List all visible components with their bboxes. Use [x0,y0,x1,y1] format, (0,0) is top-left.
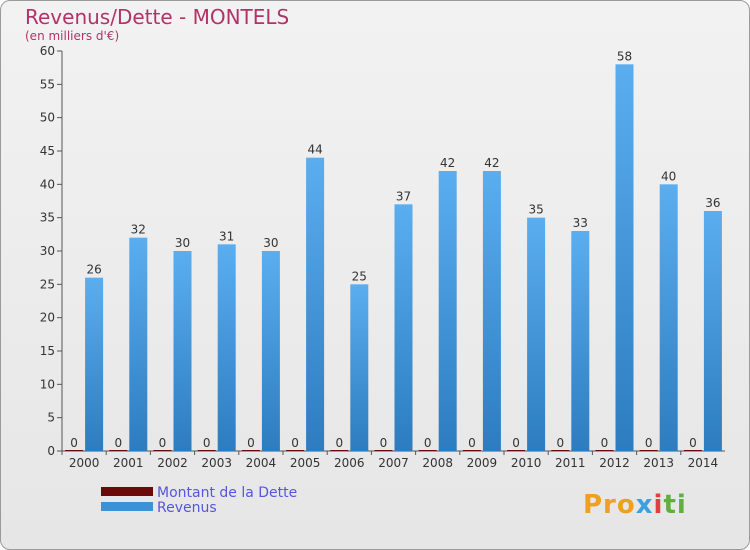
data-label-revenus: 58 [617,49,632,63]
bar-revenus [482,171,501,451]
x-tick-label: 2008 [422,456,453,470]
x-tick-label: 2009 [467,456,498,470]
x-tick-label: 2000 [69,456,100,470]
x-tick-label: 2001 [113,456,144,470]
y-tick-label: 30 [40,244,55,258]
data-label-revenus: 30 [263,236,278,250]
y-tick-label: 55 [40,77,55,91]
bar-revenus [615,64,634,452]
legend-label-debt: Montant de la Dette [157,485,298,501]
y-tick-label: 0 [47,444,55,458]
bar-debt [462,450,481,451]
bar-revenus [527,217,546,451]
y-tick-label: 20 [40,311,55,325]
data-label-debt: 0 [601,436,609,450]
y-tick-label: 45 [40,144,55,158]
chart-subtitle: (en milliers d'€) [25,29,120,43]
data-label-revenus: 35 [528,203,543,217]
data-label-revenus: 44 [307,143,322,157]
bar-revenus [350,284,369,451]
bar-revenus [394,204,413,451]
bar-debt [683,450,702,451]
data-label-debt: 0 [291,436,299,450]
legend-label-revenus: Revenus [157,500,217,516]
bar-debt [551,450,570,451]
data-label-revenus: 42 [484,156,499,170]
x-tick-label: 2006 [334,456,365,470]
bar-revenus [306,157,325,451]
data-label-revenus: 26 [86,263,101,277]
data-label-debt: 0 [645,436,653,450]
data-label-debt: 0 [114,436,122,450]
data-label-debt: 0 [203,436,211,450]
data-label-revenus: 30 [175,236,190,250]
bar-revenus [261,251,280,451]
data-label-debt: 0 [247,436,255,450]
data-label-revenus: 33 [573,216,588,230]
x-tick-label: 2004 [246,456,277,470]
data-label-revenus: 25 [352,269,367,283]
data-label-revenus: 31 [219,229,234,243]
legend-swatch-debt [101,487,153,496]
x-tick-label: 2013 [643,456,674,470]
y-tick-label: 10 [40,377,55,391]
data-label-revenus: 36 [705,196,720,210]
bar-revenus [703,211,722,451]
data-label-debt: 0 [512,436,520,450]
bar-debt [374,450,393,451]
y-tick-label: 50 [40,111,55,125]
data-label-debt: 0 [556,436,564,450]
data-label-debt: 0 [689,436,697,450]
x-tick-label: 2014 [688,456,719,470]
data-label-revenus: 42 [440,156,455,170]
chart-title: Revenus/Dette - MONTELS [25,5,290,29]
data-label-debt: 0 [380,436,388,450]
x-tick-label: 2011 [555,456,586,470]
bar-debt [109,450,128,451]
bar-revenus [217,244,236,451]
data-label-debt: 0 [159,436,167,450]
bar-revenus [438,171,457,451]
bar-debt [153,450,172,451]
bar-revenus [173,251,192,451]
y-tick-label: 60 [40,44,55,58]
bar-revenus [571,231,590,451]
y-tick-label: 15 [40,344,55,358]
bar-debt [595,450,614,451]
legend-swatch-revenus [101,502,153,511]
bar-debt [286,450,305,451]
data-label-revenus: 37 [396,189,411,203]
x-tick-label: 2002 [157,456,188,470]
bar-debt [418,450,437,451]
x-tick-label: 2012 [599,456,630,470]
y-tick-label: 40 [40,177,55,191]
y-tick-label: 5 [47,411,55,425]
x-tick-label: 2005 [290,456,321,470]
data-label-revenus: 32 [131,223,146,237]
x-tick-label: 2007 [378,456,409,470]
data-label-debt: 0 [70,436,78,450]
bar-debt [330,450,349,451]
y-tick-label: 35 [40,211,55,225]
bar-debt [65,450,84,451]
bar-revenus [85,277,104,451]
bar-debt [507,450,526,451]
proxiti-logo: Proxiti [583,490,687,520]
data-label-debt: 0 [335,436,343,450]
data-label-debt: 0 [424,436,432,450]
y-tick-label: 25 [40,277,55,291]
bar-debt [241,450,260,451]
bar-debt [197,450,216,451]
x-tick-label: 2003 [201,456,232,470]
data-label-debt: 0 [468,436,476,450]
x-tick-label: 2010 [511,456,542,470]
bar-revenus [659,184,678,452]
bar-revenus [129,237,148,451]
bar-debt [639,450,658,451]
data-label-revenus: 40 [661,169,676,183]
